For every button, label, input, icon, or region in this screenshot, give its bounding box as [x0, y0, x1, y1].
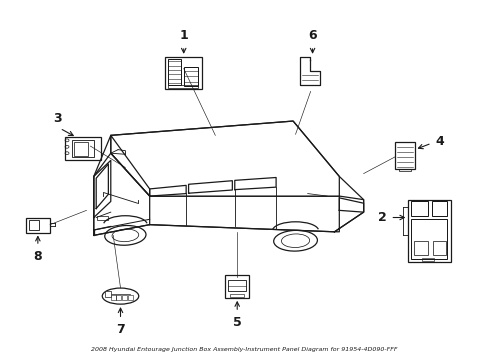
Bar: [183, 67, 198, 86]
Bar: [167, 59, 181, 85]
Bar: [398, 169, 410, 171]
Bar: [97, 216, 108, 220]
Text: 7: 7: [116, 323, 124, 336]
Bar: [228, 280, 245, 291]
Bar: [421, 257, 433, 261]
Text: 2: 2: [377, 211, 386, 224]
Bar: [410, 202, 427, 216]
Text: 8: 8: [34, 249, 42, 263]
Bar: [74, 142, 88, 156]
Bar: [111, 295, 116, 300]
Bar: [413, 241, 427, 255]
Bar: [122, 295, 127, 300]
Bar: [431, 202, 447, 216]
Bar: [128, 295, 133, 300]
Text: 1: 1: [179, 30, 188, 42]
Bar: [29, 220, 39, 230]
Bar: [64, 138, 101, 159]
Bar: [165, 57, 202, 89]
Text: 4: 4: [434, 135, 443, 148]
Bar: [224, 275, 249, 298]
Bar: [26, 218, 50, 233]
Bar: [167, 85, 198, 88]
Bar: [116, 295, 121, 300]
Bar: [410, 219, 447, 258]
Bar: [432, 241, 446, 255]
Text: 3: 3: [53, 112, 61, 125]
Bar: [394, 143, 414, 169]
Text: 5: 5: [232, 316, 241, 329]
Bar: [229, 294, 244, 297]
Text: 6: 6: [307, 30, 316, 42]
Bar: [72, 140, 94, 157]
Bar: [407, 200, 450, 262]
Text: 2008 Hyundai Entourage Junction Box Assembly-Instrument Panel Diagram for 91954-: 2008 Hyundai Entourage Junction Box Asse…: [91, 347, 397, 352]
